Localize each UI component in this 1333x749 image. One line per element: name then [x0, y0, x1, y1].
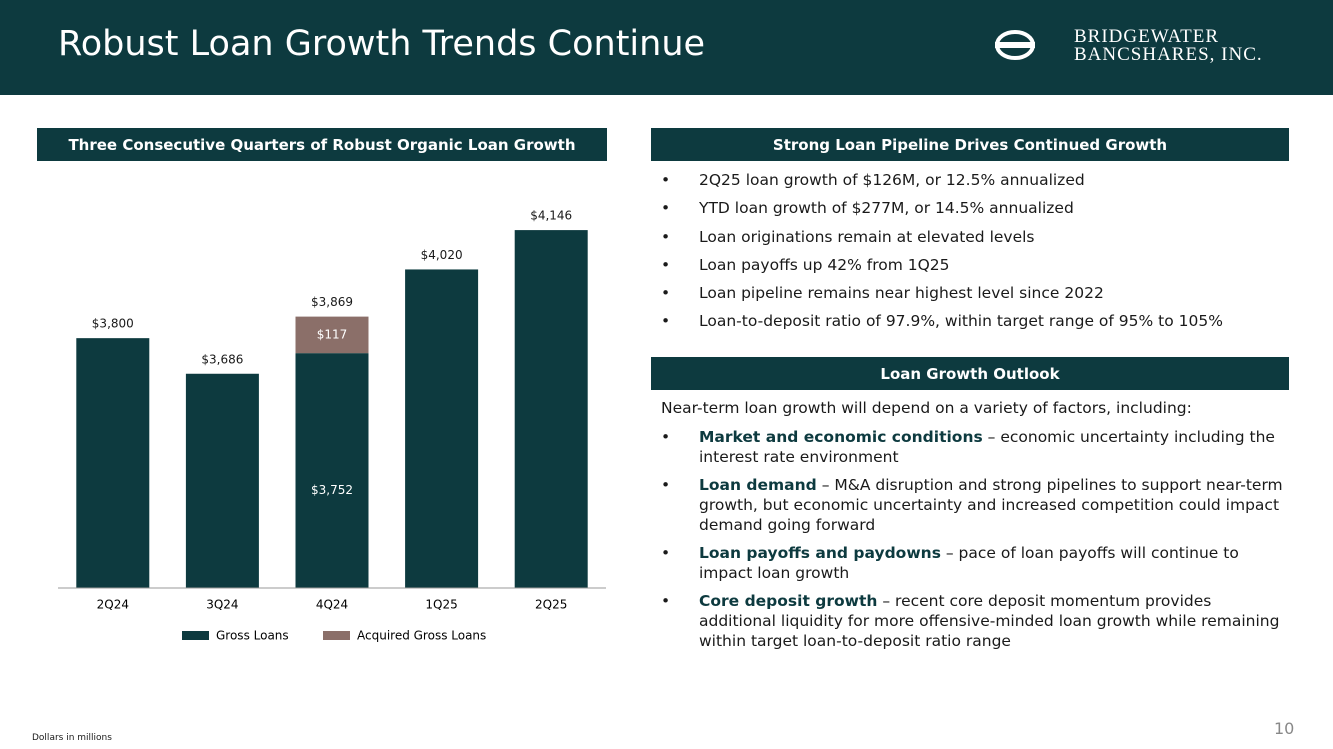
logo-icon: [995, 30, 1035, 60]
value-label: $3,686: [201, 352, 243, 366]
bar: [295, 353, 369, 588]
slide-title: Robust Loan Growth Trends Continue: [58, 24, 706, 64]
outlook-intro: Near-term loan growth will depend on a v…: [661, 399, 1192, 417]
x-tick-label: 3Q24: [206, 598, 238, 612]
bullet-term: Loan payoffs and paydowns: [699, 544, 941, 562]
bar: [405, 269, 479, 588]
bullet-text: – pace of loan payoffs will continue to …: [699, 544, 1239, 582]
bullet-term: Loan demand: [699, 476, 817, 494]
x-tick-label: 2Q24: [97, 598, 129, 612]
bullet: Market and economic conditions – economi…: [661, 427, 1291, 467]
value-label: $3,752: [311, 483, 353, 497]
x-tick-label: 4Q24: [316, 598, 348, 612]
logo-line: BRIDGEWATER: [1074, 26, 1220, 47]
header-bar: [0, 0, 1333, 95]
page-number: 10: [1274, 719, 1295, 738]
value-label: $4,146: [530, 209, 572, 223]
value-label: $4,020: [421, 248, 463, 262]
logo-text: BRIDGEWATER BANCSHARES, INC.: [1074, 26, 1263, 65]
bullet: Loan-to-deposit ratio of 97.9%, within t…: [661, 311, 1291, 331]
legend-swatch: [182, 631, 209, 640]
total-label: $3,869: [311, 295, 353, 309]
bullet-text: – M&A disruption and strong pipelines to…: [699, 476, 1283, 534]
legend-label: Gross Loans: [216, 629, 289, 643]
bullet-term: Core deposit growth: [699, 592, 878, 610]
x-tick-label: 2Q25: [535, 598, 567, 612]
logo-line: BANCSHARES, INC.: [1074, 44, 1263, 65]
bullet: Loan demand – M&A disruption and strong …: [661, 475, 1291, 535]
bar: [185, 373, 259, 588]
bullet: Loan payoffs up 42% from 1Q25: [661, 255, 1291, 275]
bar: [514, 230, 588, 588]
bullet: Core deposit growth – recent core deposi…: [661, 591, 1291, 651]
section-heading: Loan Growth Outlook: [651, 357, 1289, 390]
bullet-term: Market and economic conditions: [699, 428, 983, 446]
pipeline-list: 2Q25 loan growth of $126M, or 12.5% annu…: [661, 170, 1291, 340]
bullet: Loan payoffs and paydowns – pace of loan…: [661, 543, 1291, 583]
bar: [76, 338, 150, 588]
bullet-text: – economic uncertainty including the int…: [699, 428, 1275, 466]
bullet-text: – recent core deposit momentum provides …: [699, 592, 1280, 650]
x-tick-label: 1Q25: [425, 598, 457, 612]
value-label: $3,800: [92, 317, 134, 331]
footnote: Dollars in millions: [32, 733, 112, 743]
bullet: Loan originations remain at elevated lev…: [661, 227, 1291, 247]
legend-swatch: [323, 631, 350, 640]
legend-label: Acquired Gross Loans: [357, 629, 486, 643]
bar: [295, 316, 369, 354]
chart-heading: Three Consecutive Quarters of Robust Org…: [37, 128, 607, 161]
value-label: $117: [317, 327, 348, 341]
outlook-list: Market and economic conditions – economi…: [661, 427, 1291, 659]
bullet: 2Q25 loan growth of $126M, or 12.5% annu…: [661, 170, 1291, 190]
chart: $3,800 2Q24 $3,686 3Q24 $3,752 $117 $3,869 4Q24…: [58, 209, 606, 643]
bullet: YTD loan growth of $277M, or 14.5% annua…: [661, 198, 1291, 218]
section-heading: Strong Loan Pipeline Drives Continued Gr…: [651, 128, 1289, 161]
bullet: Loan pipeline remains near highest level…: [661, 283, 1291, 303]
